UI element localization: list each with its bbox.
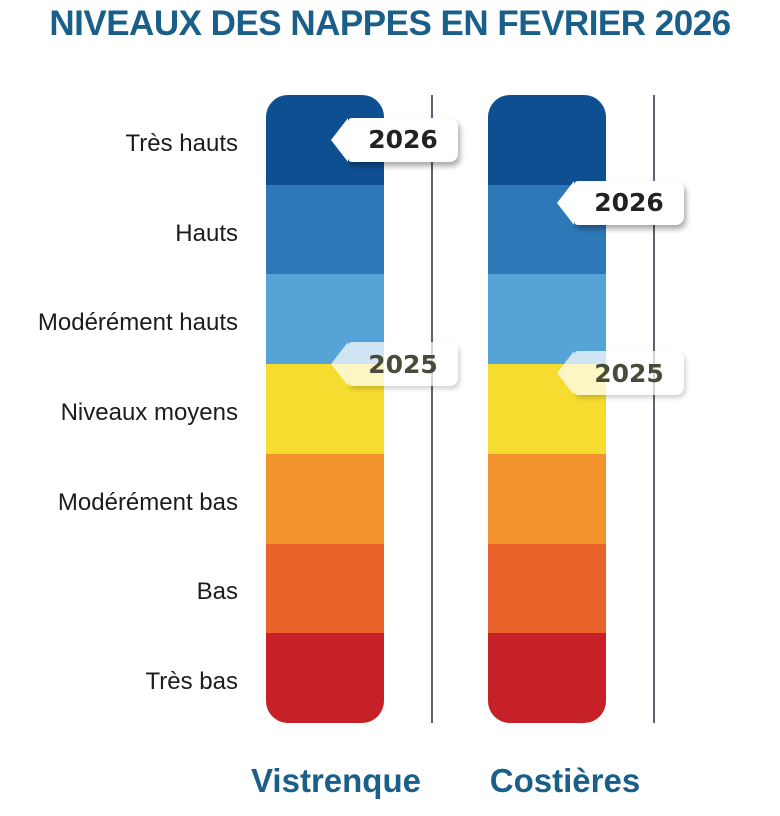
year-marker-2025: 2025 [557, 351, 684, 396]
vistrenque-axis-line [431, 95, 433, 723]
chart-title: NIVEAUX DES NAPPES EN FEVRIER 2026 [49, 4, 731, 43]
level-label: Hauts [175, 219, 238, 247]
level-segment [266, 184, 384, 275]
level-label: Modérément bas [57, 488, 238, 516]
vistrenque-scale-bar [266, 95, 384, 723]
costieres-label: Costières [489, 762, 641, 799]
costieres-scale-bar [488, 95, 606, 723]
level-segment [488, 95, 606, 185]
level-segment [266, 633, 384, 723]
year-marker-2026: 2026 [331, 117, 458, 162]
level-segment [266, 543, 384, 634]
level-label: Niveaux moyens [60, 399, 238, 426]
level-label: Très bas [145, 668, 238, 696]
year-marker-2025: 2025 [331, 342, 458, 387]
costieres-axis-line [653, 95, 655, 723]
level-segment [488, 453, 606, 544]
level-segment [488, 274, 606, 365]
level-label: Bas [196, 578, 238, 606]
level-segment [488, 543, 606, 634]
year-marker-2026: 2026 [557, 180, 684, 225]
level-label: Très hauts [125, 129, 239, 157]
level-segment [266, 453, 384, 544]
level-segment [488, 633, 606, 723]
vistrenque-label: Vistrenque [251, 762, 421, 799]
level-label: Modérément hauts [37, 309, 238, 337]
